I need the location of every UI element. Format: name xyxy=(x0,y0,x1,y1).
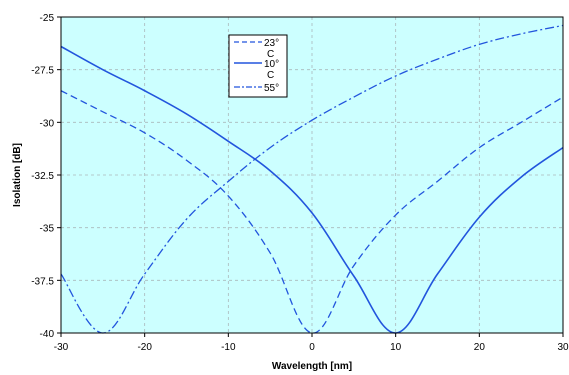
y-tick-label: -32.5 xyxy=(31,171,54,182)
x-tick-label: -30 xyxy=(54,342,69,353)
x-tick-label: 10 xyxy=(390,342,402,353)
legend-label-sub: C xyxy=(267,49,274,60)
y-tick-label: -30 xyxy=(40,118,55,129)
legend-label: 23° xyxy=(264,38,279,49)
series-lines xyxy=(60,24,564,334)
x-tick-label: -20 xyxy=(137,342,152,353)
series-line-3 xyxy=(60,24,564,334)
legend: 23°C10°C55° xyxy=(228,34,288,98)
x-axis-title: Wavelength [nm] xyxy=(272,361,352,372)
x-tick-label: 20 xyxy=(474,342,486,353)
tick-labels: -30 -20 -10 0 10 20 30 -25 -27.5 -30 -32.5 -35 -37.5… xyxy=(31,13,569,353)
y-tick-label: -40 xyxy=(40,329,55,340)
legend-label-sub: C xyxy=(267,70,274,81)
axes xyxy=(57,16,564,337)
y-tick-label: -37.5 xyxy=(31,276,54,287)
y-axis-title: Isolation [dB] xyxy=(12,143,23,207)
y-tick-label: -25 xyxy=(40,13,55,24)
legend-label: 55° xyxy=(264,83,279,94)
x-tick-label: -10 xyxy=(221,342,236,353)
series-line-2 xyxy=(60,45,564,334)
legend-label: 10° xyxy=(264,59,279,70)
y-tick-label: -27.5 xyxy=(31,66,54,77)
series-line-1 xyxy=(60,90,564,334)
y-tick-label: -35 xyxy=(40,224,55,235)
x-tick-label: 30 xyxy=(557,342,569,353)
x-tick-label: 0 xyxy=(309,342,315,353)
grid xyxy=(61,17,563,333)
